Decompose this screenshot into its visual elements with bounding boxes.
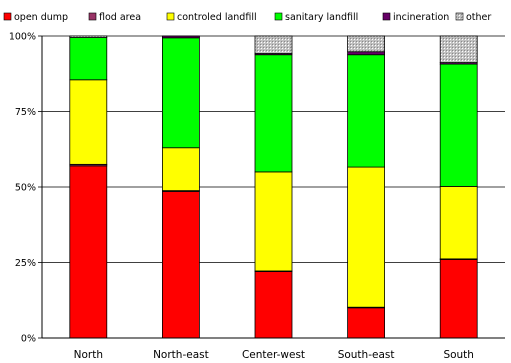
bar-segment [347, 51, 386, 56]
bar-segment [254, 171, 293, 272]
bar-segment [69, 35, 108, 38]
x-category-label: North [74, 349, 103, 361]
legend-label: controled landfill [177, 12, 257, 23]
bar-segment [254, 271, 293, 339]
bar-segment [439, 259, 478, 339]
bar-segment [69, 79, 108, 165]
y-tick-label: 0% [21, 334, 36, 345]
legend-swatch [166, 12, 175, 21]
bar-segment [347, 54, 386, 168]
y-tick-label: 75% [15, 107, 36, 118]
legend-label: other [466, 12, 491, 23]
legend-label: open dump [14, 12, 68, 23]
y-tick-label: 50% [15, 183, 36, 194]
bar-segment [254, 35, 293, 54]
legend: open dump flod area controled landfill sani… [3, 12, 491, 23]
bar-segment [347, 35, 386, 53]
legend-swatch [455, 12, 464, 21]
y-tick-label: 25% [15, 258, 36, 269]
bar-segment [161, 147, 200, 192]
bar-segment [439, 35, 478, 63]
bar-segment [347, 307, 386, 339]
bar-segment [347, 166, 386, 308]
bar-segment [161, 35, 200, 39]
bar-segment [254, 54, 293, 173]
bar-segment [161, 37, 200, 149]
legend-label: incineration [393, 12, 449, 23]
bar-segment [439, 63, 478, 187]
bar-segment [161, 191, 200, 339]
y-tick-label: 100% [9, 32, 36, 43]
legend-label: flod area [99, 12, 141, 23]
legend-swatch [382, 12, 391, 21]
bars [69, 35, 478, 339]
x-category-label: Center-west [242, 349, 305, 361]
legend-swatch [88, 12, 97, 21]
x-category-label: North-east [153, 349, 209, 361]
x-category-label: South-east [338, 349, 395, 361]
legend-swatch [3, 12, 12, 21]
legend-label: sanitary landfill [285, 12, 358, 23]
legend-swatch [274, 12, 283, 21]
bar-segment [69, 165, 108, 339]
bar-segment [69, 37, 108, 81]
axes: 0% 25% 50% 75% 100% North North-east Center-wes… [9, 32, 505, 361]
x-category-label: South [443, 349, 474, 361]
bar-segment [439, 185, 478, 260]
